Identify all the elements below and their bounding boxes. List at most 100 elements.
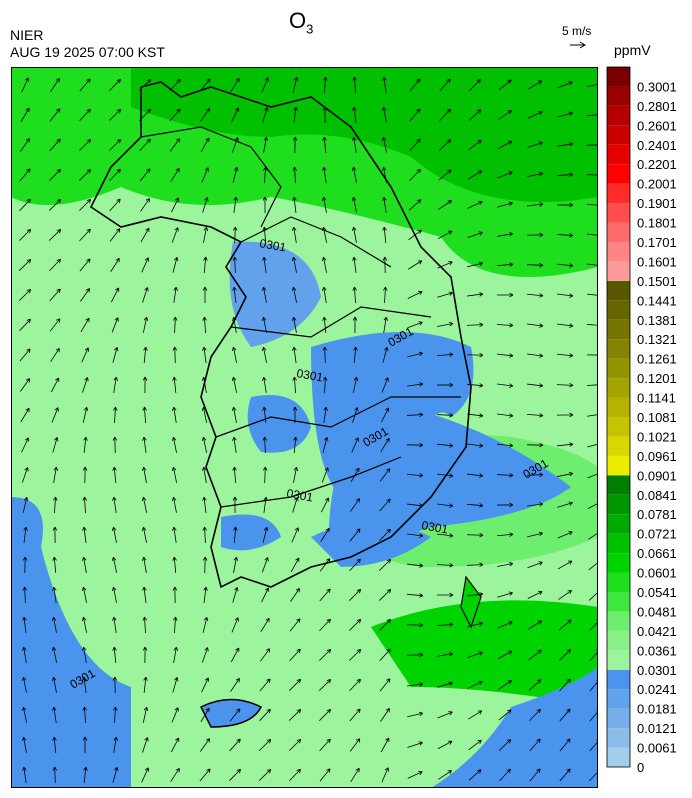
colorbar-label: 0.1601 bbox=[637, 254, 677, 269]
wind-arrow bbox=[379, 618, 392, 631]
wind-arrow bbox=[319, 768, 331, 782]
colorbar-box bbox=[607, 183, 630, 204]
wind-arrow bbox=[293, 436, 298, 454]
wind-arrow bbox=[261, 376, 267, 393]
colorbar-label: 0.1141 bbox=[637, 391, 676, 406]
wind-arrow bbox=[407, 351, 424, 358]
wind-arrow bbox=[288, 709, 302, 721]
wind-arrow bbox=[292, 136, 298, 154]
wind-arrow bbox=[20, 107, 30, 123]
colorbar-box bbox=[607, 572, 630, 592]
colorbar-box bbox=[607, 630, 630, 651]
wind-arrow bbox=[407, 382, 424, 387]
colorbar-label: 0.0901 bbox=[637, 468, 677, 483]
wind-arrow bbox=[52, 586, 57, 603]
wind-arrow bbox=[21, 437, 30, 453]
colorbar: 0 0.0061 0.0121 0.0181 0.0241 0.0301 0.0361 0.0… bbox=[606, 66, 677, 775]
wind-arrow bbox=[586, 324, 598, 326]
wind-arrow bbox=[382, 196, 387, 213]
wind-arrow bbox=[437, 443, 454, 448]
wind-arrow bbox=[437, 681, 453, 688]
wind-arrow bbox=[142, 616, 147, 634]
colorbar-box bbox=[607, 708, 630, 729]
wind-arrow bbox=[82, 466, 88, 484]
wind-arrow bbox=[466, 532, 484, 538]
colorbar-frame bbox=[606, 66, 631, 768]
wind-arrow bbox=[171, 466, 177, 483]
wind-arrow bbox=[379, 559, 392, 571]
wind-arrow bbox=[291, 286, 297, 303]
colorbar-label: 0.1201 bbox=[637, 371, 677, 386]
wind-arrow bbox=[467, 592, 484, 597]
wind-arrow bbox=[383, 316, 388, 333]
wind-arrow bbox=[172, 406, 177, 423]
wind-arrow bbox=[109, 139, 122, 151]
wind-arrow bbox=[556, 353, 574, 358]
wind-arrow bbox=[230, 77, 240, 93]
wind-arrow bbox=[467, 710, 483, 720]
wind-arrow bbox=[321, 226, 327, 243]
wind-arrow bbox=[262, 526, 269, 543]
wind-arrow bbox=[141, 257, 149, 273]
wind-arrow bbox=[231, 316, 237, 333]
wind-arrow bbox=[201, 466, 207, 483]
wind-arrow bbox=[141, 556, 147, 573]
wind-arrow bbox=[142, 436, 147, 453]
wind-arrow bbox=[113, 406, 118, 424]
wind-arrow bbox=[113, 706, 118, 724]
wind-arrow bbox=[407, 711, 424, 718]
wind-arrow bbox=[378, 589, 392, 601]
colorbar-label: 0.2801 bbox=[637, 99, 677, 114]
wind-arrow bbox=[587, 414, 598, 417]
wind-arrow bbox=[437, 230, 453, 240]
wind-arrow bbox=[142, 406, 147, 424]
wind-arrow bbox=[200, 108, 210, 122]
wind-arrow bbox=[113, 736, 118, 753]
wind-arrow bbox=[497, 171, 513, 179]
wind-arrow bbox=[497, 561, 514, 567]
wind-arrow bbox=[19, 168, 31, 182]
wind-arrow bbox=[527, 502, 544, 507]
wind-arrow bbox=[142, 316, 149, 333]
title: O3 bbox=[289, 8, 313, 36]
wind-arrow bbox=[262, 406, 267, 423]
wind-arrow bbox=[262, 256, 267, 273]
wind-arrow bbox=[350, 467, 360, 483]
wind-arrow bbox=[407, 290, 423, 299]
wind-arrow bbox=[141, 466, 147, 483]
wind-arrow bbox=[382, 226, 387, 243]
wind-arrow bbox=[231, 107, 240, 123]
wind-arrow bbox=[321, 196, 327, 213]
wind-arrow bbox=[497, 140, 513, 150]
wind-arrow bbox=[202, 556, 208, 574]
colorbar-label: 0.1321 bbox=[637, 332, 677, 347]
colorbar-box bbox=[607, 455, 630, 476]
wind-arrow bbox=[201, 376, 207, 393]
wind-arrow bbox=[82, 706, 87, 724]
colorbar-label: 0.1081 bbox=[637, 410, 677, 425]
wind-arrow bbox=[466, 562, 484, 568]
wind-arrow bbox=[322, 346, 328, 364]
colorbar-box bbox=[607, 300, 630, 320]
wind-arrow bbox=[586, 203, 598, 206]
wind-arrow bbox=[202, 286, 208, 304]
wind-arrow bbox=[527, 531, 544, 538]
colorbar-label: 0.2001 bbox=[637, 177, 677, 192]
colorbar-label: 0.0661 bbox=[637, 546, 677, 561]
wind-arrow bbox=[497, 621, 513, 629]
wind-arrow bbox=[262, 107, 269, 123]
wind-arrow bbox=[49, 288, 61, 302]
wind-arrow bbox=[527, 171, 544, 178]
wind-arrow bbox=[172, 526, 177, 543]
wind-arrow bbox=[81, 586, 87, 603]
wind-arrow bbox=[80, 317, 90, 333]
wind-arrow bbox=[259, 648, 271, 662]
wind-arrow bbox=[112, 616, 117, 633]
wind-arrow bbox=[232, 256, 238, 274]
wind-arrow bbox=[529, 708, 541, 722]
wind-arrow bbox=[527, 383, 544, 388]
wind-arrow bbox=[349, 558, 361, 572]
colorbar-box bbox=[607, 358, 630, 379]
wind-arrow bbox=[82, 526, 87, 543]
colorbar-box bbox=[607, 417, 630, 437]
